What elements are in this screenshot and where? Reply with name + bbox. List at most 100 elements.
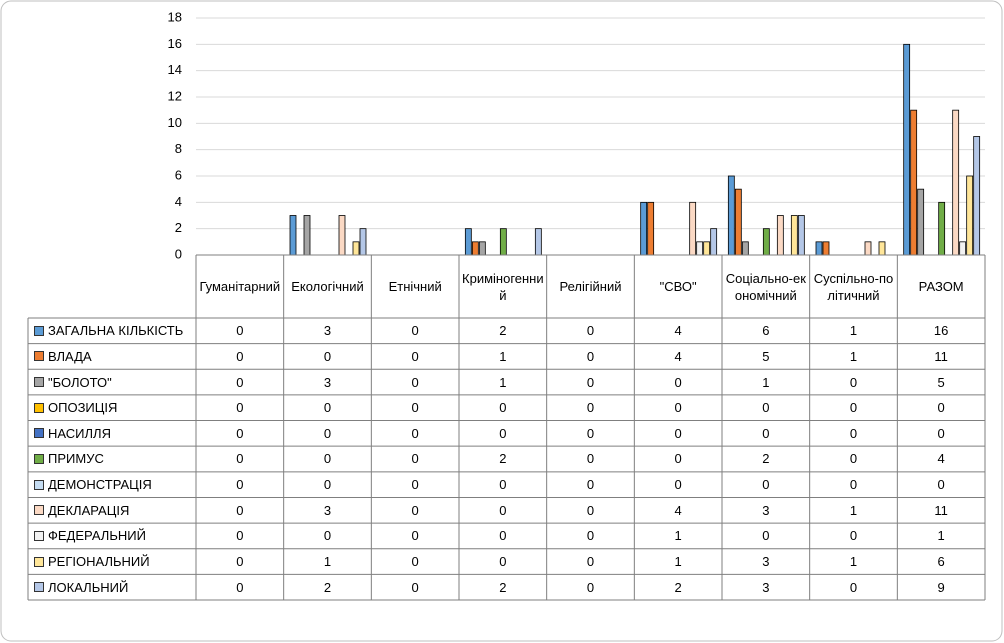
- category-header: Суспільно-політичний: [813, 270, 894, 303]
- table-value: 3: [323, 502, 332, 518]
- table-value: 0: [849, 528, 858, 544]
- table-value: 3: [762, 502, 770, 518]
- legend-swatch: [34, 505, 44, 516]
- category-header: Гуманітарний: [199, 279, 281, 294]
- table-value: 1: [849, 348, 858, 364]
- category-header: "СВО": [659, 279, 697, 294]
- table-value: 1: [674, 554, 682, 570]
- y-tick-label: 18: [168, 9, 182, 24]
- table-value: 0: [849, 579, 858, 595]
- bar: [864, 241, 872, 256]
- legend-swatch: [34, 428, 44, 439]
- table-value: 1: [323, 554, 332, 570]
- bar: [966, 175, 974, 256]
- table-value: 2: [762, 451, 770, 467]
- table-value: 3: [762, 554, 770, 570]
- bar: [797, 215, 805, 256]
- table-value: 3: [323, 374, 332, 390]
- table-value: 4: [674, 323, 682, 339]
- table-value: 0: [762, 528, 770, 544]
- series-name: ЛОКАЛЬНИЙ: [28, 574, 196, 600]
- table-value: 0: [236, 579, 244, 595]
- table-value: 1: [849, 323, 858, 339]
- table-value: 0: [586, 348, 595, 364]
- table-value: 0: [323, 425, 332, 441]
- bar: [499, 228, 507, 256]
- table-value: 0: [586, 528, 595, 544]
- table-value: 0: [499, 477, 507, 493]
- legend-label: ФЕДЕРАЛЬНИЙ: [48, 528, 146, 544]
- bar: [815, 241, 823, 256]
- category-header: Соціально-економічний: [725, 270, 806, 303]
- table-value: 0: [236, 323, 244, 339]
- bar: [471, 241, 479, 256]
- series-name: ДЕКЛАРАЦІЯ: [28, 497, 196, 523]
- bar: [952, 109, 960, 256]
- table-value: 0: [849, 374, 858, 390]
- table-value: 0: [411, 348, 419, 364]
- table-value: 0: [411, 425, 419, 441]
- legend-label: "БОЛОТО": [48, 374, 112, 390]
- y-tick-label: 8: [175, 141, 182, 156]
- table-value: 0: [323, 400, 332, 416]
- table-value: 0: [674, 374, 682, 390]
- table-value: 0: [236, 400, 244, 416]
- table-value: 0: [323, 528, 332, 544]
- table-value: 3: [762, 579, 770, 595]
- bar: [973, 136, 981, 256]
- table-value: 0: [674, 451, 682, 467]
- table-value: 11: [934, 348, 948, 364]
- category-header: Етнічний: [388, 279, 442, 294]
- table-value: 2: [499, 579, 507, 595]
- table-value: 0: [762, 400, 770, 416]
- table-value: 2: [323, 579, 332, 595]
- series-name: РЕГІОНАЛЬНИЙ: [28, 549, 196, 575]
- table-value: 0: [499, 425, 507, 441]
- table-value: 0: [411, 528, 419, 544]
- table-value: 0: [411, 400, 419, 416]
- table-value: 0: [323, 348, 332, 364]
- bar: [762, 228, 770, 256]
- legend-label: ЗАГАЛЬНА КІЛЬКІСТЬ: [48, 323, 184, 339]
- table-value: 0: [411, 451, 419, 467]
- table-value: 2: [499, 451, 507, 467]
- category-header: РАЗОМ: [918, 279, 964, 294]
- table-value: 0: [236, 502, 244, 518]
- bar: [534, 228, 542, 256]
- table-value: 4: [674, 502, 682, 518]
- series-name: ФЕДЕРАЛЬНИЙ: [28, 523, 196, 549]
- legend-swatch: [34, 556, 44, 567]
- table-value: 0: [586, 477, 595, 493]
- y-tick-label: 14: [168, 62, 182, 77]
- bar: [359, 228, 367, 256]
- table-value: 0: [411, 374, 419, 390]
- table-value: 0: [674, 425, 682, 441]
- bar: [959, 241, 967, 256]
- table-value: 3: [323, 323, 332, 339]
- table-value: 1: [499, 374, 507, 390]
- bar: [710, 228, 718, 256]
- y-tick-label: 0: [175, 246, 182, 261]
- bar: [464, 228, 472, 256]
- table-value: 0: [236, 554, 244, 570]
- category-header: Екологічний: [291, 279, 364, 294]
- table-value: 0: [236, 528, 244, 544]
- series-name: ВЛАДА: [28, 344, 196, 370]
- bar: [776, 215, 784, 256]
- table-value: 0: [586, 400, 595, 416]
- legend-label: ВЛАДА: [48, 348, 92, 364]
- table-value: 0: [323, 451, 332, 467]
- category-header: Релігійний: [559, 279, 622, 294]
- table-value: 5: [937, 374, 945, 390]
- bar: [289, 215, 297, 256]
- table-value: 0: [411, 502, 419, 518]
- table-value: 0: [499, 400, 507, 416]
- table-value: 0: [499, 528, 507, 544]
- table-value: 0: [849, 400, 858, 416]
- table-value: 1: [849, 502, 858, 518]
- table-value: 4: [674, 348, 682, 364]
- bar: [822, 241, 830, 256]
- bar: [640, 201, 648, 256]
- table-value: 0: [236, 451, 244, 467]
- series-name: ОПОЗИЦІЯ: [28, 395, 196, 421]
